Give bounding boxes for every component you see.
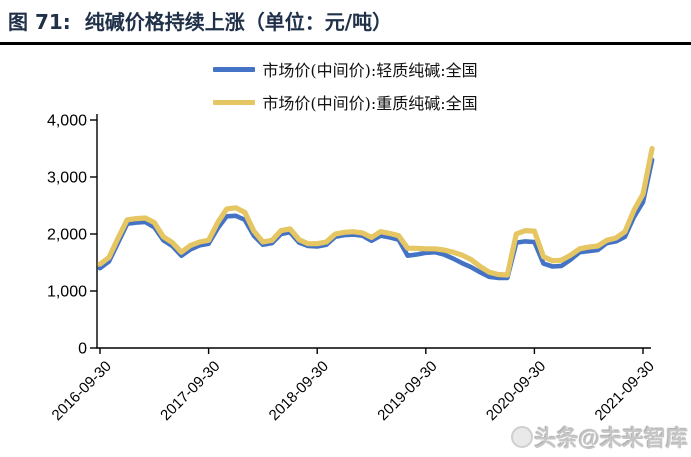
watermark-text: 头条@未来智库 [534, 426, 688, 451]
legend-item-light-soda: 市场价(中间价):轻质纯碱:全国 [213, 57, 478, 81]
axis-lines [96, 114, 651, 349]
chart-title: 图 71: 纯碱价格持续上涨（单位：元/吨） [8, 6, 392, 35]
x-axis-tick-label: 2016-09-30 [49, 358, 115, 424]
chart-title-prefix: 图 71: [8, 10, 71, 34]
legend: 市场价(中间价):轻质纯碱:全国 市场价(中间价):重质纯碱:全国 [0, 57, 691, 114]
x-axis-tick-label: 2018-09-30 [266, 358, 332, 424]
series-line-heavy-soda [97, 145, 655, 278]
title-divider-rule [0, 42, 691, 45]
watermark-avatar-icon [510, 426, 533, 448]
y-axis-tick-label: 0 [78, 341, 87, 358]
y-axis-tick-label: 1,000 [47, 284, 87, 301]
x-axis-tick-label: 2020-09-30 [483, 358, 549, 424]
legend-item-heavy-soda: 市场价(中间价):重质纯碱:全国 [213, 90, 478, 114]
x-axis-tick-label: 2017-09-30 [157, 358, 223, 424]
chart-title-text: 纯碱价格持续上涨（单位：元/吨） [84, 10, 393, 34]
y-axis-tick-label: 4,000 [47, 113, 87, 130]
legend-label-heavy: 市场价(中间价):重质纯碱:全国 [262, 94, 478, 113]
watermark: 头条@未来智库 [510, 421, 688, 453]
legend-label-light: 市场价(中间价):轻质纯碱:全国 [262, 61, 478, 80]
series-line-light-soda [97, 157, 655, 281]
y-axis-tick-label: 3,000 [47, 170, 87, 187]
x-axis-tick-label: 2021-09-30 [592, 358, 658, 424]
legend-line-swatch-heavy [213, 99, 256, 105]
x-axis-tick-label: 2019-09-30 [374, 358, 440, 424]
legend-line-swatch-light [213, 66, 256, 72]
y-axis-tick-label: 2,000 [47, 227, 87, 244]
